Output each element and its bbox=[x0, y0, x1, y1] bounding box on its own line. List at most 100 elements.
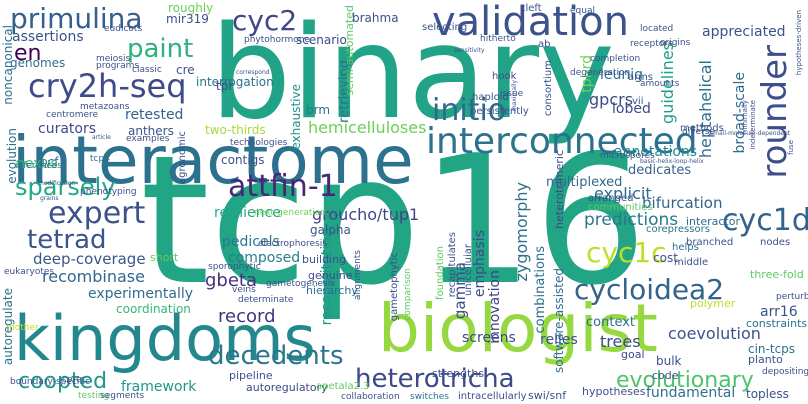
word: hypotheses bbox=[582, 385, 646, 398]
word: next-generation bbox=[254, 208, 327, 218]
word: scenario bbox=[296, 33, 347, 47]
word: located bbox=[640, 24, 674, 34]
word: mir319 bbox=[166, 12, 209, 26]
word: anthers bbox=[128, 124, 174, 138]
word: appreciated bbox=[702, 24, 786, 40]
word: arms bbox=[628, 72, 654, 83]
word: cost bbox=[653, 251, 678, 265]
word: experimentally bbox=[88, 286, 194, 302]
word: vii bbox=[632, 96, 644, 107]
word: classic bbox=[132, 65, 162, 75]
word: resilience bbox=[214, 205, 281, 221]
word: binary bbox=[210, 0, 615, 148]
word: rounder bbox=[755, 45, 795, 179]
word: attfin-1 bbox=[228, 169, 338, 204]
word: autoregulatory bbox=[246, 381, 328, 394]
word: groucho/tup1 bbox=[312, 205, 420, 224]
word: indeterminate bbox=[749, 100, 757, 150]
word: relies bbox=[540, 332, 578, 348]
word: collaboration bbox=[341, 392, 400, 402]
word: deep-coverage bbox=[33, 250, 146, 268]
word: contigs bbox=[221, 153, 265, 167]
word: tpr bbox=[216, 79, 234, 93]
word: hierarchy bbox=[306, 284, 358, 297]
word: electrophoresis bbox=[258, 239, 327, 249]
word: hypotheses-driven bbox=[795, 10, 803, 76]
word: hook bbox=[492, 71, 517, 82]
word: arr16 bbox=[760, 304, 798, 320]
word: middle bbox=[674, 257, 709, 268]
word: fuse bbox=[787, 140, 795, 155]
word: pcf bbox=[40, 155, 59, 169]
word: intracellularly bbox=[458, 391, 527, 402]
word: expert bbox=[48, 196, 146, 231]
word: gpcrs bbox=[589, 90, 634, 109]
word: decedents bbox=[208, 341, 344, 371]
word: interconnected bbox=[426, 121, 698, 162]
word: kingdoms bbox=[14, 302, 316, 375]
word: switches bbox=[410, 392, 449, 402]
word: trees bbox=[600, 332, 641, 351]
word: retested bbox=[125, 107, 184, 123]
word: apetala2.3 bbox=[316, 381, 370, 392]
word: segments bbox=[100, 391, 145, 401]
word: roughly bbox=[168, 1, 214, 15]
word: explicit bbox=[594, 184, 652, 203]
word: screens bbox=[462, 330, 516, 346]
word: lobed bbox=[612, 101, 651, 117]
word: perturb bbox=[776, 292, 808, 302]
word: programs bbox=[96, 61, 140, 71]
word: degeneration bbox=[570, 68, 631, 78]
word: curators bbox=[38, 121, 97, 137]
word: issue bbox=[500, 89, 524, 99]
word: basic-helix-loop-helix bbox=[640, 158, 704, 165]
word: comparison bbox=[403, 268, 413, 321]
word: cycloidea2 bbox=[574, 273, 725, 306]
word: agronomic bbox=[177, 131, 188, 184]
word: persistently bbox=[470, 106, 529, 117]
word: tcp4 bbox=[90, 154, 110, 164]
word: recapitulates bbox=[447, 232, 458, 298]
word: annotations bbox=[614, 144, 698, 160]
word: communities bbox=[588, 202, 653, 213]
word: nexus bbox=[16, 156, 58, 172]
word: constraints bbox=[746, 317, 808, 330]
word: boundary-specific bbox=[10, 377, 90, 387]
word: polymer bbox=[690, 297, 736, 310]
word: assertions bbox=[12, 29, 84, 45]
word: depositing bbox=[762, 367, 808, 377]
word: consortium bbox=[543, 60, 554, 117]
word: topless bbox=[746, 387, 789, 401]
word: paint bbox=[127, 34, 194, 64]
word: ab bbox=[538, 39, 551, 50]
word: gametophytic bbox=[389, 252, 400, 322]
word: en bbox=[14, 41, 42, 66]
word: combinations bbox=[533, 246, 548, 334]
word: exhaustive bbox=[289, 84, 303, 150]
word: meiosis bbox=[96, 54, 131, 64]
word: bifurcation bbox=[642, 194, 723, 212]
word: phytohormone bbox=[244, 35, 311, 45]
word: short bbox=[150, 251, 179, 264]
word: coevolution bbox=[668, 324, 761, 343]
word: modification bbox=[38, 180, 76, 187]
word: sporophytic bbox=[208, 262, 261, 272]
word: gametogenesis bbox=[266, 279, 335, 289]
word: core bbox=[62, 375, 82, 385]
word: determinate bbox=[238, 295, 294, 305]
word: correspond bbox=[236, 69, 270, 76]
word: heptahelical bbox=[696, 60, 715, 159]
word: veins bbox=[232, 285, 256, 295]
word: brm bbox=[306, 103, 331, 117]
word: fundamental bbox=[646, 385, 736, 401]
word: tcp16 bbox=[140, 117, 648, 324]
word: code bbox=[652, 369, 679, 382]
word: eukaryotes bbox=[4, 267, 55, 277]
word: centromere bbox=[46, 110, 99, 120]
word: arranged bbox=[588, 193, 634, 204]
word: helps bbox=[672, 242, 699, 253]
word: inferences bbox=[15, 161, 62, 171]
word: record bbox=[218, 306, 276, 327]
word: receptors bbox=[630, 39, 673, 49]
word: noncanonical bbox=[1, 25, 15, 105]
